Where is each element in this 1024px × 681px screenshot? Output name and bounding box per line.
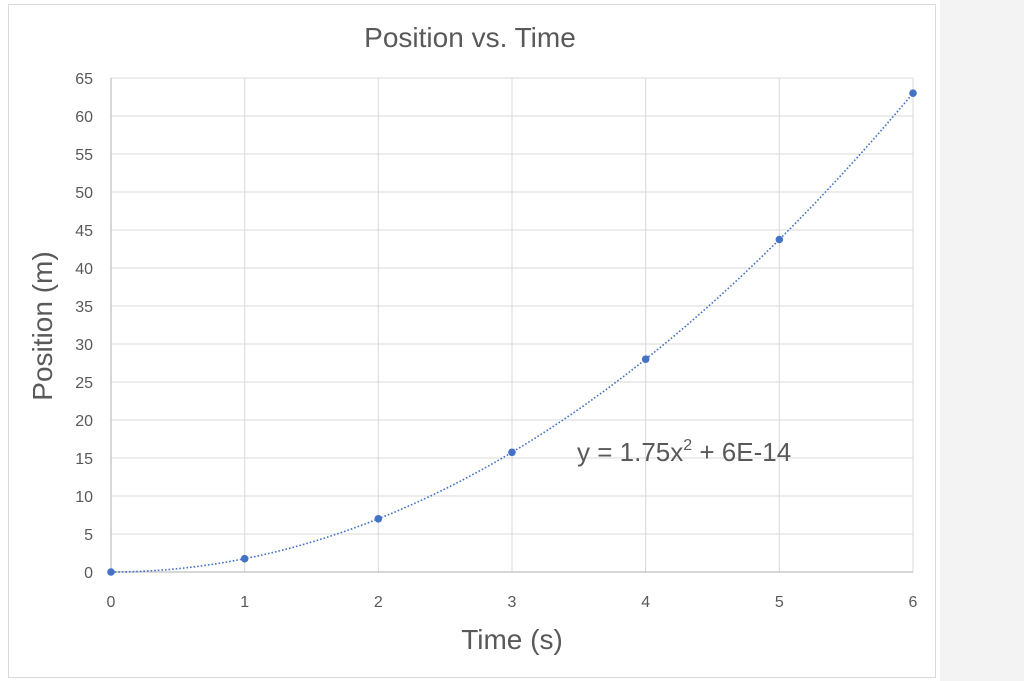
y-tick-label: 40 — [75, 261, 93, 278]
x-tick-label: 4 — [641, 594, 650, 611]
y-tick-label: 55 — [75, 147, 93, 164]
data-point — [374, 515, 383, 523]
y-axis-title: Position (m) — [27, 251, 58, 400]
x-tick-label: 1 — [240, 594, 249, 611]
y-tick-label: 5 — [84, 527, 93, 544]
grid — [111, 77, 914, 572]
y-tick-label: 20 — [75, 413, 93, 430]
y-tick-label: 65 — [75, 71, 93, 88]
y-tick-label: 30 — [75, 337, 93, 354]
data-point — [641, 355, 650, 364]
chart-title: Position vs. Time — [364, 22, 576, 53]
data-point — [909, 89, 917, 97]
data-point — [240, 554, 249, 563]
x-tick-label: 2 — [374, 594, 383, 611]
x-tick-label: 6 — [909, 594, 918, 611]
y-tick-label: 0 — [84, 565, 93, 582]
y-tick-label: 25 — [75, 375, 93, 392]
y-tick-label: 50 — [75, 185, 93, 202]
data-points — [107, 89, 917, 576]
x-tick-label: 5 — [775, 594, 784, 611]
side-panel — [940, 0, 1024, 681]
trendline-equation: y = 1.75x2 + 6E-14 — [577, 437, 791, 467]
data-point — [775, 235, 784, 244]
axes — [110, 78, 913, 573]
y-tick-label: 45 — [75, 223, 93, 240]
x-tick-label: 0 — [107, 594, 116, 611]
y-tick-label: 60 — [75, 109, 93, 126]
equation-exponent: 2 — [683, 437, 692, 454]
x-axis-title: Time (s) — [461, 624, 563, 655]
y-tick-label: 10 — [75, 489, 93, 506]
data-point — [508, 448, 516, 457]
y-tick-label: 35 — [75, 299, 93, 316]
y-tick-label: 15 — [75, 451, 93, 468]
equation-main: y = 1.75x — [577, 437, 683, 467]
x-tick-label: 3 — [508, 594, 517, 611]
data-point — [107, 568, 115, 576]
equation-constant: + 6E-14 — [692, 437, 791, 467]
